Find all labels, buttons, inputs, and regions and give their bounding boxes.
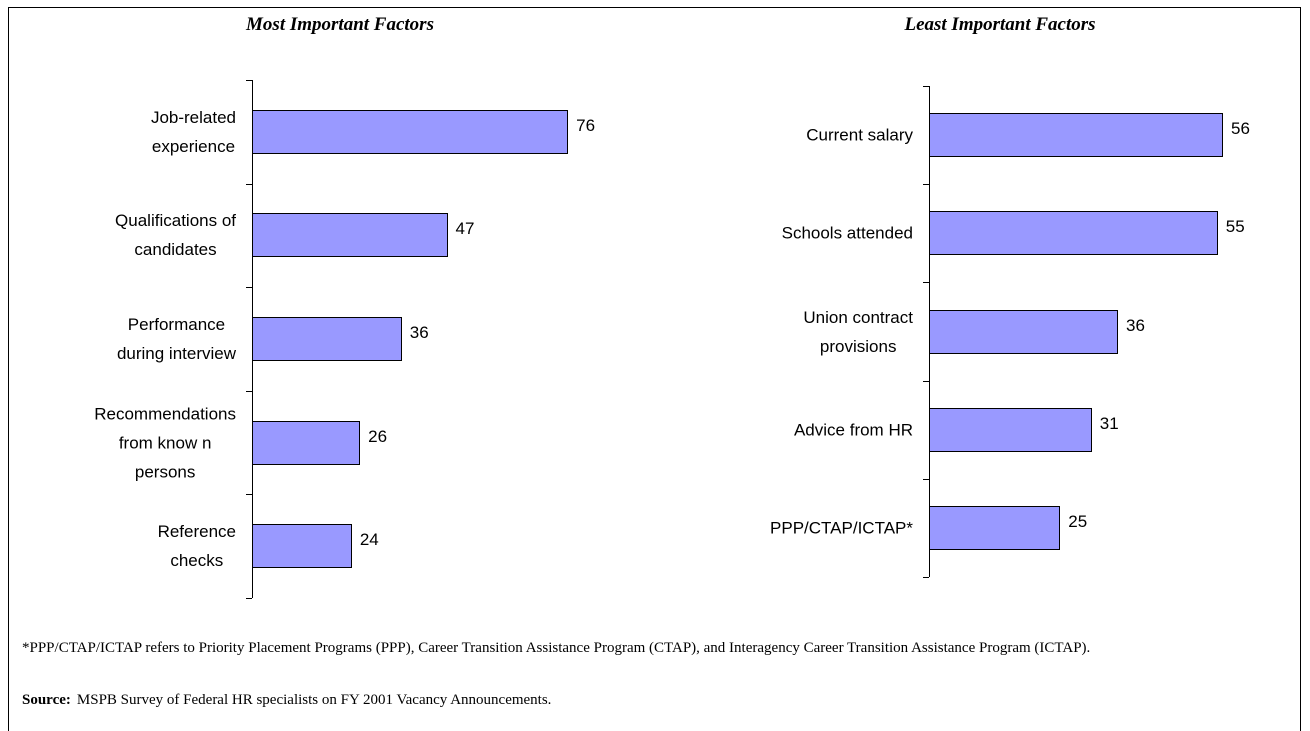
bar bbox=[929, 113, 1223, 158]
axis-tick bbox=[246, 390, 252, 392]
value-label: 26 bbox=[368, 426, 388, 446]
axis-tick bbox=[923, 380, 929, 382]
axis-tick bbox=[246, 494, 252, 496]
category-label: Recommendations from know n persons bbox=[94, 404, 236, 482]
axis-tick bbox=[923, 282, 929, 284]
bar bbox=[929, 309, 1118, 354]
category-label: Qualifications of candidates bbox=[115, 211, 236, 260]
footnote: *PPP/CTAP/ICTAP refers to Priority Place… bbox=[22, 640, 1091, 656]
value-label: 55 bbox=[1225, 217, 1245, 237]
bar bbox=[929, 407, 1092, 452]
value-label: 31 bbox=[1099, 413, 1119, 433]
bar bbox=[929, 211, 1218, 256]
chart-title: Most Important Factors bbox=[246, 14, 434, 35]
category-label: Advice from HR bbox=[793, 420, 913, 440]
value-label: 36 bbox=[409, 323, 429, 342]
chart-title: Least Important Factors bbox=[904, 14, 1096, 35]
axis-tick bbox=[923, 577, 929, 578]
value-label: 47 bbox=[455, 219, 475, 239]
axis-tick bbox=[246, 80, 252, 81]
category-label: Current salary bbox=[806, 125, 913, 145]
source: Source: MSPB Survey of Federal HR special… bbox=[22, 692, 551, 709]
category-label: Reference checks bbox=[157, 522, 236, 571]
value-label: 56 bbox=[1231, 119, 1250, 139]
bar bbox=[252, 109, 569, 154]
axis-tick bbox=[923, 478, 929, 480]
axis-tick bbox=[246, 287, 252, 289]
value-label: 76 bbox=[576, 115, 596, 135]
frame bbox=[8, 7, 1301, 731]
axis-tick bbox=[923, 184, 929, 186]
value-label: 36 bbox=[1126, 315, 1145, 335]
bar bbox=[252, 524, 352, 569]
bar bbox=[252, 317, 402, 361]
category-label: Job-related experience bbox=[150, 107, 236, 156]
value-label: 25 bbox=[1068, 511, 1088, 531]
bar bbox=[252, 420, 361, 465]
bar bbox=[252, 213, 448, 258]
source-text: MSPB Survey of Federal HR specialists on… bbox=[76, 692, 552, 708]
bar bbox=[929, 505, 1061, 550]
category-label: Union contract provisions bbox=[803, 307, 913, 356]
axis-tick bbox=[246, 183, 252, 185]
category-label: Schools attended bbox=[781, 223, 913, 243]
value-label: 24 bbox=[359, 530, 379, 550]
category-label: Performance during interview bbox=[116, 315, 236, 363]
category-label: PPP/CTAP/ICTAP* bbox=[770, 518, 913, 538]
axis-tick bbox=[923, 86, 929, 87]
axis-tick bbox=[246, 598, 252, 599]
source-label: Source: bbox=[22, 692, 71, 708]
